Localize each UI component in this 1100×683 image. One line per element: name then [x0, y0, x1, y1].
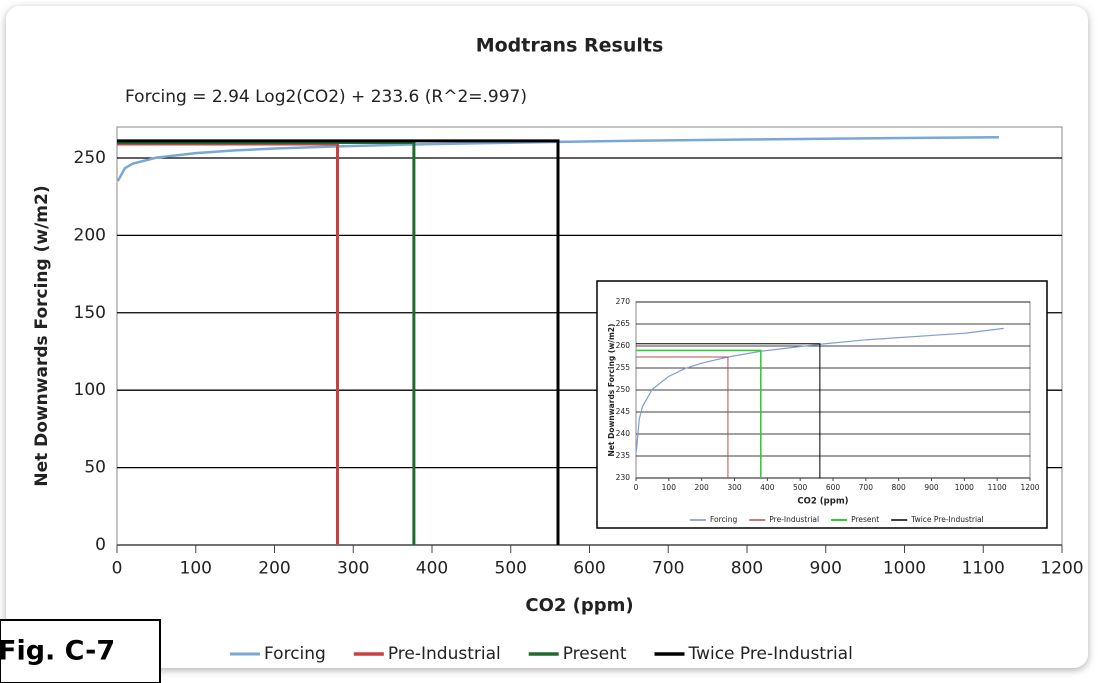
legend-label: Forcing [264, 644, 326, 664]
y-tick-label: 270 [616, 297, 631, 306]
x-tick-label: 0 [112, 558, 123, 578]
x-tick-label: 0 [634, 483, 639, 492]
legend-label: Present [563, 644, 627, 664]
x-tick-label: 1000 [955, 483, 974, 492]
x-tick-label: 100 [662, 483, 677, 492]
y-tick-label: 200 [74, 225, 106, 245]
legend-label: Twice Pre-Industrial [910, 515, 983, 524]
chart-title: Modtrans Results [476, 35, 664, 57]
series-line [117, 140, 416, 545]
figure-label: Fig. C-7 [0, 636, 115, 667]
y-tick-label: 235 [616, 451, 631, 460]
x-tick-label: 300 [727, 483, 742, 492]
x-tick-label: 400 [416, 558, 448, 578]
x-tick-label: 300 [337, 558, 369, 578]
legend-label: Pre-Industrial [769, 515, 819, 524]
x-tick-label: 900 [810, 558, 842, 578]
y-axis-label: Net Downwards Forcing (w/m2) [32, 185, 52, 486]
x-tick-label: 800 [892, 483, 907, 492]
x-tick-label: 600 [826, 483, 841, 492]
y-tick-label: 100 [74, 380, 106, 400]
x-tick-label: 800 [731, 558, 763, 578]
series-line [636, 343, 821, 478]
series-line [636, 349, 762, 478]
y-tick-label: 150 [74, 303, 106, 323]
series-line [117, 142, 339, 545]
y-axis-label: Net Downwards Forcing (w/m2) [607, 324, 616, 457]
figure-label-box [0, 619, 161, 683]
x-tick-label: 700 [652, 558, 684, 578]
x-tick-label: 1200 [1040, 558, 1083, 578]
y-tick-label: 50 [84, 458, 106, 478]
x-tick-label: 700 [859, 483, 874, 492]
y-tick-label: 255 [616, 363, 631, 372]
x-tick-label: 500 [793, 483, 808, 492]
y-tick-label: 240 [616, 429, 631, 438]
legend-label: Pre-Industrial [388, 644, 501, 664]
x-tick-label: 1100 [962, 558, 1005, 578]
y-tick-label: 0 [95, 535, 106, 555]
x-tick-label: 1000 [883, 558, 926, 578]
series-line [636, 356, 729, 478]
x-tick-label: 900 [924, 483, 939, 492]
y-tick-label: 265 [616, 319, 631, 328]
x-axis-label: CO2 (ppm) [797, 497, 848, 507]
series-line [117, 139, 560, 545]
y-tick-label: 245 [616, 407, 631, 416]
x-tick-label: 600 [573, 558, 605, 578]
x-tick-label: 200 [258, 558, 290, 578]
x-tick-label: 1100 [988, 483, 1007, 492]
y-tick-label: 260 [616, 341, 631, 350]
x-axis-label: CO2 (ppm) [525, 595, 633, 616]
chart-1: 230 235 240 245 250 255 260 265 270 0 100 200 300 400… [596, 280, 1048, 529]
y-tick-label: 230 [616, 473, 631, 482]
annotation: Forcing = 2.94 Log2(CO2) + 233.6 (R^2=.9… [125, 87, 527, 107]
legend-label: Forcing [710, 515, 738, 524]
x-tick-label: 200 [695, 483, 710, 492]
legend-label: Present [851, 515, 879, 524]
y-tick-label: 250 [74, 148, 106, 168]
x-tick-label: 100 [180, 558, 212, 578]
x-tick-label: 1200 [1020, 483, 1039, 492]
legend-label: Twice Pre-Industrial [688, 644, 853, 664]
x-tick-label: 400 [760, 483, 775, 492]
y-tick-label: 250 [616, 385, 631, 394]
x-tick-label: 500 [495, 558, 527, 578]
